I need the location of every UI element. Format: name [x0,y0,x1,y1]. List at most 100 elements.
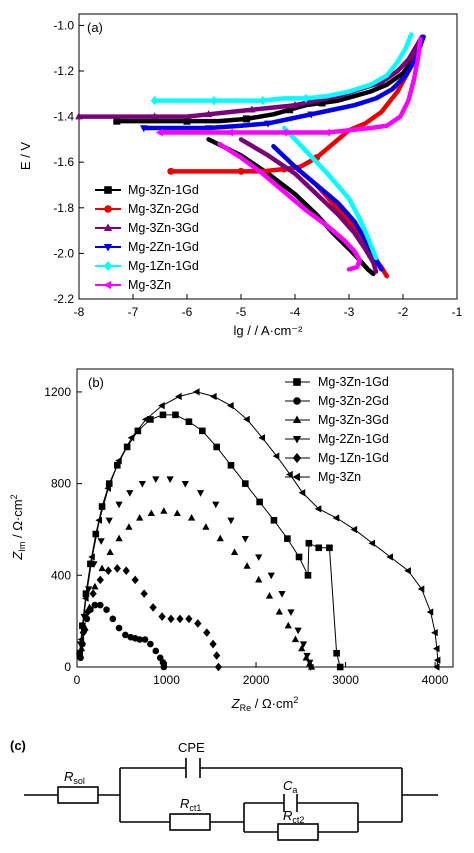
panel-b-point [258,434,265,442]
panel-a-point [280,128,287,137]
panel-b-point [81,594,89,602]
panel-b-series-5 [77,388,441,671]
label-cpe: CPE [178,740,205,755]
panel-b-point [136,514,144,521]
panel-a-legend-label: Mg-2Zn-1Gd [128,240,199,254]
panel-b-point [175,392,182,401]
panel-b-point [122,631,129,639]
panel-b-point [136,636,143,643]
panel-b-point [138,480,146,488]
panel-a-curve [238,137,379,274]
panel-b-point [272,452,280,460]
panel-b-y-axis-label: ZIm / Ω·cm2 [9,494,27,560]
panel-b-point [147,640,154,648]
panel-a-y-tick-label: -2.2 [53,292,74,306]
panel-b-y-tick-label: 400 [51,568,71,582]
panel-a-legend-label: Mg-3Zn-3Gd [128,221,199,235]
panel-a-point [247,105,256,113]
panel-b-point [314,505,322,513]
panel-b-x-tick-label: 1000 [153,673,180,687]
panel-a-series-3 [139,34,426,272]
panel-b-point [404,567,411,575]
panel-a-x-tick-label: -5 [236,305,247,319]
panel-b-point [147,416,154,423]
panel-b-point [126,490,134,497]
panel-b-point [96,575,104,585]
panel-b-point [243,562,251,569]
resistor-r-ct2 [277,823,319,841]
panel-a-legend-marker [103,243,113,252]
panel-b-legend-label: Mg-3Zn [318,470,361,484]
panel-b-point [103,606,110,613]
panel-a-y-tick-label: -1.2 [53,64,74,78]
panel-a-point [204,110,213,118]
panel-b-point [243,415,250,424]
panel-a-x-tick-label: -7 [128,305,139,319]
panel-b-legend: Mg-3Zn-1Gd Mg-3Zn-2Gd Mg-3Zn-3Gd Mg-2Zn-1Gd… [285,375,389,484]
panel-b-point [167,614,175,624]
panel-b-legend-marker [293,378,301,386]
panel-a-y-tick-label: -1.8 [53,201,74,215]
resistor-r-sol [57,786,99,804]
panel-b-point [255,575,263,583]
panel-b-point [291,635,300,643]
panel-a-point [75,112,83,120]
panel-b-point [213,443,220,451]
panel-a-legend-marker [103,261,113,271]
panel-b-y-tick-label: 800 [51,477,71,491]
panel-a-point [264,120,272,128]
panel-b-point [91,582,99,590]
panel-b-point [95,516,103,524]
panel-a-y-tick-label: -1.4 [53,110,74,124]
panel-a-point [286,106,294,114]
panel-b-point [79,628,87,637]
panel-b-point [97,538,105,545]
panel-b-point [227,402,234,410]
panel-a-legend-marker [104,186,112,194]
panel-b-point [199,427,206,435]
panel-b-x-tick-label: 3000 [332,673,359,687]
panel-a-point [301,93,310,103]
panel-b-point [187,514,196,521]
panel-a-legend-label: Mg-1Zn-1Gd [128,259,199,273]
panel-b-point [256,498,263,506]
panel-a-plot-frame [78,13,458,300]
panel-b-label: (b) [88,375,104,390]
panel-a-y-tick-label: -2.0 [53,246,74,260]
panel-b-point [76,641,85,649]
panel-b-point [98,564,106,572]
panel-a-point [226,128,233,137]
panel-b-point [87,560,94,568]
panel-b-series-3 [76,476,315,671]
panel-a-point [150,96,159,106]
panel-a-label: (a) [87,20,103,35]
panel-a-legend-marker [103,280,112,290]
panel-b-point [294,627,302,635]
panel-b-point [230,548,239,556]
panel-a-curve [76,34,425,119]
panel-b-point [432,663,440,671]
panel-b-point [125,523,133,530]
panel-b-point [210,392,217,401]
panel-b-point [212,501,220,509]
panel-b-point [287,609,295,616]
panel-b-point [85,586,93,594]
panel-a-x-tick-label: -1 [452,305,463,319]
panel-b-point [160,507,168,514]
panel-a-legend-label: Mg-3Zn [128,278,171,292]
panel-b-point [172,411,179,419]
panel-a-point [291,101,299,108]
panel-b-point [105,480,113,487]
panel-b-point [417,585,425,593]
panel-b-point [284,621,292,629]
panel-b-legend-label: Mg-2Zn-1Gd [318,432,389,446]
panel-b-legend-marker [292,415,302,424]
panel-b-point [275,608,283,615]
panel-a-legend: Mg-3Zn-1Gd Mg-3Zn-2Gd Mg-3Zn-3Gd Mg-2Zn-1Gd… [95,183,199,292]
panel-b-point [90,561,98,568]
panel-b-point [131,575,139,585]
panel-b-point [147,509,155,517]
panel-a-point [210,96,218,106]
panel-b-point [160,663,168,671]
label-r-ct2: Rct2 [283,808,304,825]
